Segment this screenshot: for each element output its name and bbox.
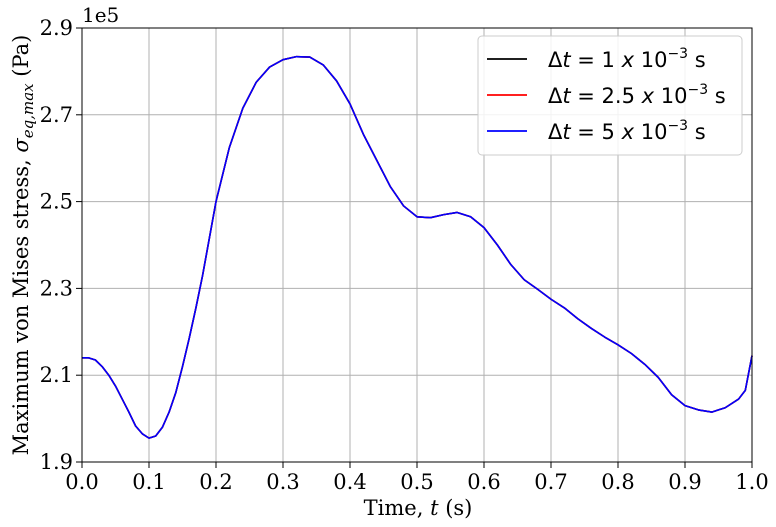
x-tick-label: 0.7 (534, 470, 567, 494)
axis-ticks: 0.0 0.1 0.2 0.3 0.4 0.5 0.6 0.7 0.8 0.9 1.0 1.9 2.1 2… (40, 16, 769, 494)
y-tick-label: 2.3 (40, 276, 73, 300)
y-tick-label: 2.5 (40, 190, 73, 214)
x-tick-label: 0.3 (266, 470, 299, 494)
x-tick-label: 0.9 (668, 470, 701, 494)
y-tick-label: 2.9 (40, 16, 73, 40)
y-tick-label: 2.1 (40, 363, 73, 387)
legend: Δt = 1 x 10−3 s Δt = 2.5 x 10−3 s Δt = 5 x… (477, 35, 743, 156)
x-tick-label: 0.6 (467, 470, 500, 494)
x-tick-label: 0.1 (132, 470, 165, 494)
series-lines (82, 55, 753, 439)
y-axis-label: Maximum von Mises stress, σeq,max (Pa) (9, 35, 37, 456)
x-tick-label: 0.8 (601, 470, 634, 494)
y-offset-label: 1e5 (82, 3, 119, 27)
x-axis-label: Time, t (s) (364, 496, 473, 520)
legend-entry-label: Δt = 2.5 x 10−3 s (548, 82, 726, 108)
x-tick-label: 1.0 (735, 470, 768, 494)
x-tick-label: 0.0 (65, 470, 98, 494)
legend-entry-label: Δt = 1 x 10−3 s (548, 46, 706, 72)
legend-entry-label: Δt = 5 x 10−3 s (548, 118, 706, 144)
x-tick-label: 0.2 (199, 470, 232, 494)
y-tick-label: 1.9 (40, 450, 73, 474)
x-tick-label: 0.4 (333, 470, 366, 494)
series-line-3 (82, 55, 753, 439)
y-tick-label: 2.7 (40, 103, 73, 127)
x-tick-label: 0.5 (400, 470, 433, 494)
legend-box (477, 35, 743, 156)
